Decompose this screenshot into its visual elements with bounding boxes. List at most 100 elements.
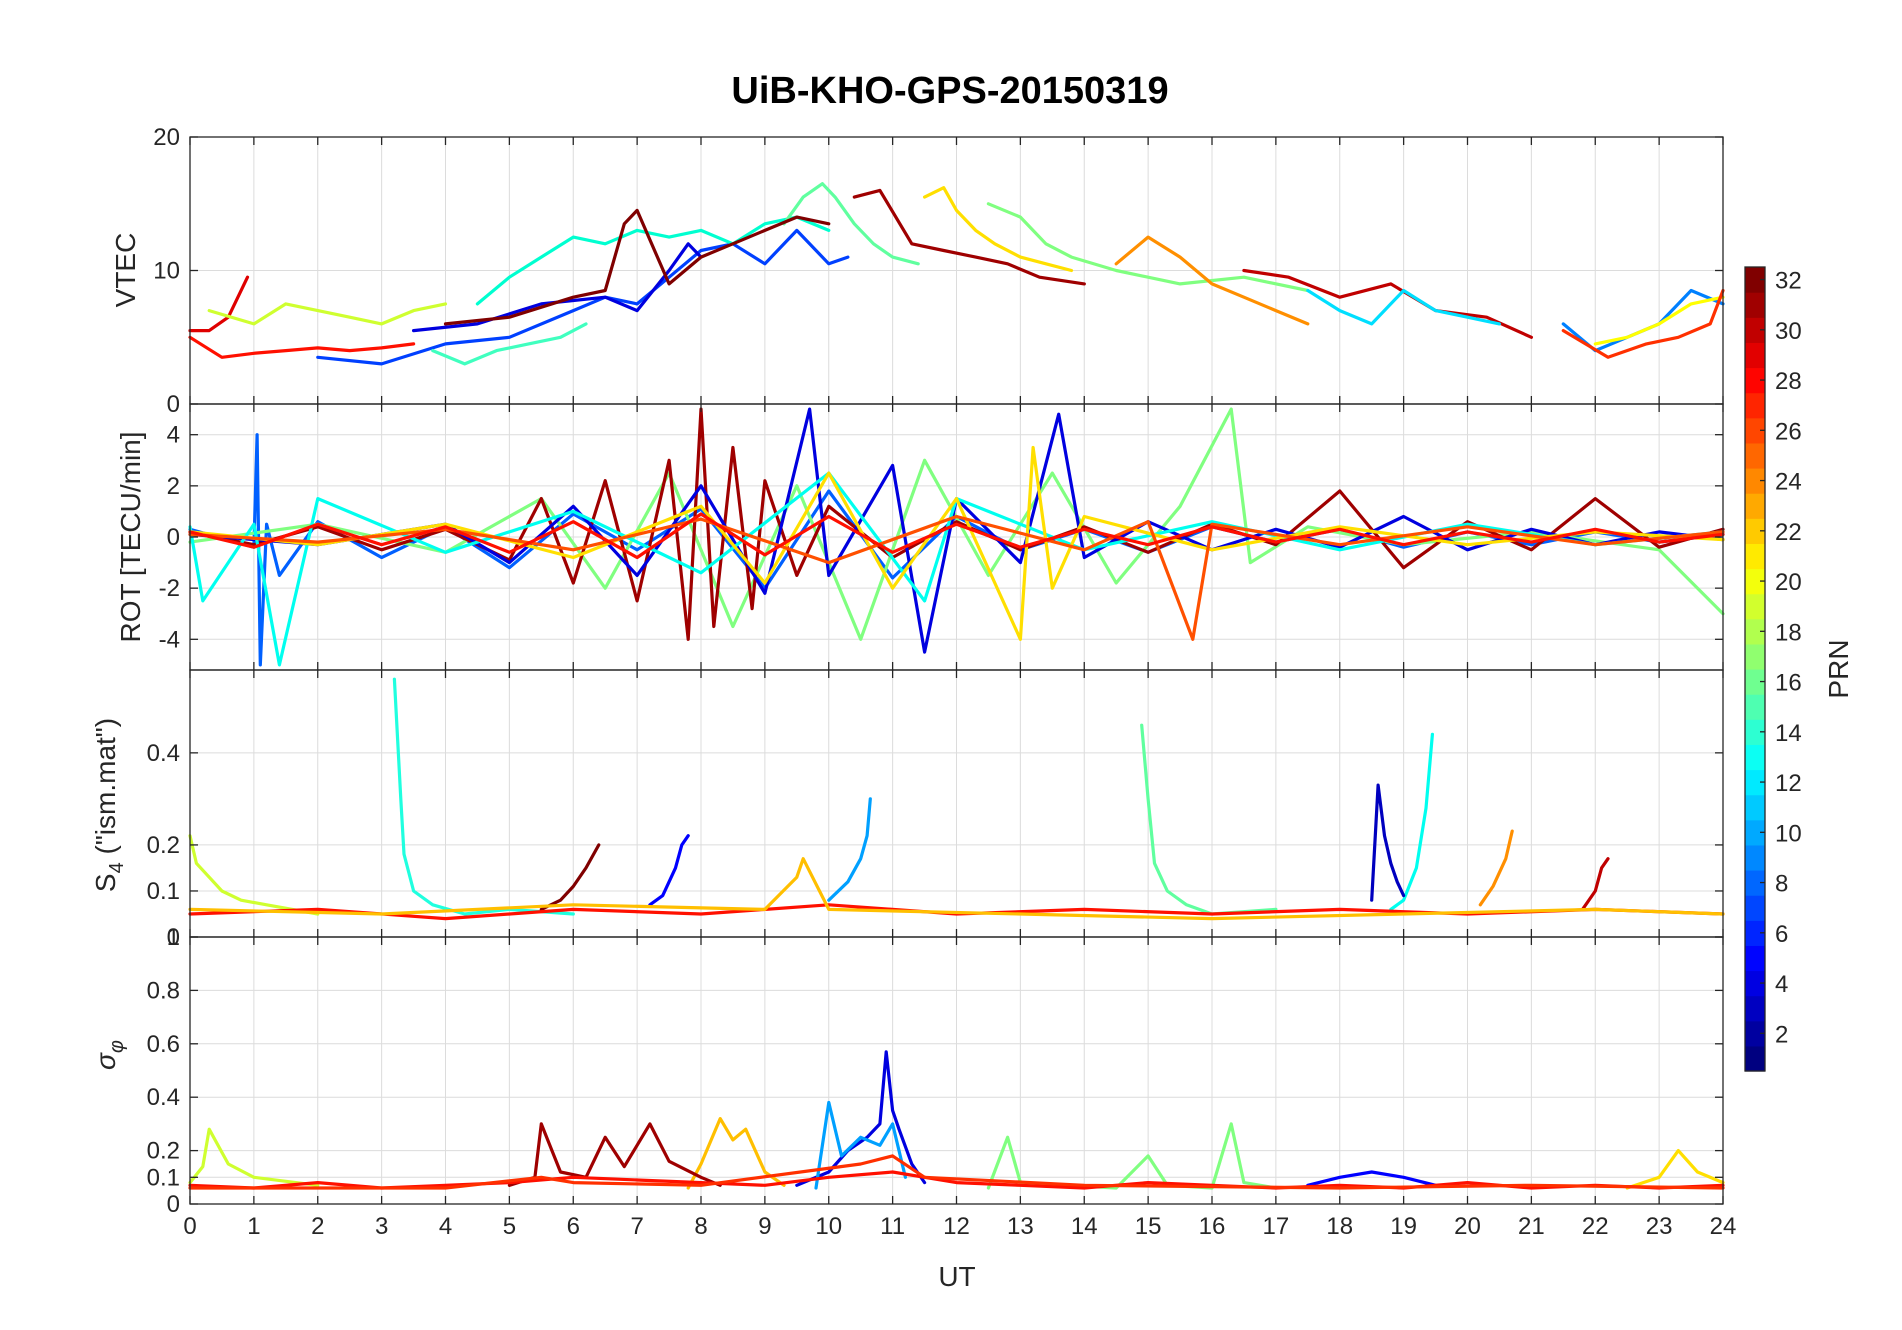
y-tick-label: 20 bbox=[153, 124, 180, 151]
colorbar-band bbox=[1745, 920, 1765, 946]
rot-panel: -4 -2 0 2 4 ROT [TECU/min] bbox=[115, 403, 1725, 671]
vtec-axis-label: VTEC bbox=[110, 233, 141, 308]
rot-axis-label: ROT [TECU/min] bbox=[115, 431, 146, 642]
y-tick-label: 0.1 bbox=[147, 1164, 180, 1191]
colorbar-tick-label: 18 bbox=[1775, 619, 1802, 646]
colorbar-label: PRN bbox=[1823, 639, 1854, 698]
colorbar-band bbox=[1745, 794, 1765, 821]
s4-axis-label: S4 ("ism.mat") bbox=[90, 718, 128, 892]
x-tick-label: 12 bbox=[943, 1213, 970, 1240]
y-tick-label: -2 bbox=[159, 575, 180, 602]
colorbar-band bbox=[1745, 895, 1765, 921]
colorbar-band bbox=[1745, 618, 1765, 645]
y-tick-label: 0 bbox=[167, 1191, 180, 1218]
series-prn-1 bbox=[1370, 783, 1406, 902]
colorbar-tick-label: 2 bbox=[1775, 1021, 1788, 1048]
series-prn-2 bbox=[795, 1050, 927, 1187]
x-axis-label: UT bbox=[938, 1261, 975, 1292]
colorbar-band bbox=[1745, 568, 1765, 595]
series-prn-32 bbox=[443, 208, 831, 326]
series-prn-17 bbox=[986, 202, 1310, 293]
series-prn-13 bbox=[475, 215, 831, 306]
colorbar-band bbox=[1745, 945, 1765, 972]
x-tick-label: 11 bbox=[880, 1213, 905, 1240]
colorbar-band bbox=[1745, 1020, 1765, 1047]
series-prn-14 bbox=[392, 677, 575, 916]
colorbar-band bbox=[1745, 367, 1765, 394]
sigma-phi-panel: 00.10.20.40.60.81 σφ bbox=[90, 924, 1725, 1218]
colorbar-tick-label: 16 bbox=[1775, 670, 1802, 697]
series-prn-9 bbox=[827, 797, 872, 902]
y-tick-label: 4 bbox=[167, 422, 180, 449]
colorbar-tick-label: 14 bbox=[1775, 720, 1802, 747]
x-tick-label: 1 bbox=[247, 1213, 260, 1240]
x-tick-label: 4 bbox=[439, 1213, 452, 1240]
series-prn-16 bbox=[782, 182, 920, 266]
series-prn-27 bbox=[1561, 288, 1725, 359]
colorbar-band bbox=[1745, 417, 1765, 444]
x-tick-label: 21 bbox=[1518, 1213, 1545, 1240]
series-prn-22 bbox=[188, 857, 1725, 921]
series-prn-3 bbox=[648, 834, 690, 907]
series-prn-22 bbox=[686, 1116, 786, 1190]
series-prn-18 bbox=[188, 834, 320, 916]
colorbar-band bbox=[1745, 844, 1765, 871]
y-tick-label: 0.1 bbox=[147, 878, 180, 905]
colorbar-tick-label: 28 bbox=[1775, 368, 1802, 395]
chart-title: UiB-KHO-GPS-20150319 bbox=[731, 70, 1168, 112]
series-prn-31 bbox=[852, 188, 1086, 286]
x-tick-label: 6 bbox=[567, 1213, 580, 1240]
x-axis-tick-labels: 0 1 2 3 4 5 6 7 8 9 10 11 12 13 14 15 16 17 18 19 20 21 22 23 24 bbox=[183, 1213, 1736, 1240]
series-prn-30 bbox=[1242, 268, 1534, 339]
colorbar-tick-label: 26 bbox=[1775, 418, 1802, 445]
y-tick-label: 0.8 bbox=[147, 977, 180, 1004]
colorbar-band bbox=[1745, 493, 1765, 519]
series-prn-18 bbox=[188, 1127, 320, 1187]
colorbar-band bbox=[1745, 819, 1765, 846]
series-prn-31 bbox=[507, 1122, 722, 1187]
x-tick-label: 15 bbox=[1135, 1213, 1162, 1240]
series-prn-27 bbox=[188, 1154, 1725, 1190]
series-prn-12 bbox=[1389, 732, 1435, 912]
colorbar-band bbox=[1745, 392, 1765, 419]
series-prn-11 bbox=[1306, 288, 1502, 326]
colorbar-tick-label: 30 bbox=[1775, 318, 1802, 345]
x-tick-label: 0 bbox=[183, 1213, 196, 1240]
x-tick-label: 22 bbox=[1582, 1213, 1609, 1240]
series-prn-28 bbox=[188, 1170, 1725, 1190]
y-tick-label: 0 bbox=[167, 924, 180, 951]
colorbar-tick-label: 24 bbox=[1775, 469, 1802, 496]
sigma-phi-axis-label: σφ bbox=[90, 1040, 128, 1070]
x-tick-label: 20 bbox=[1454, 1213, 1481, 1240]
x-tick-label: 13 bbox=[1007, 1213, 1034, 1240]
y-tick-label: -4 bbox=[159, 626, 180, 653]
series-prn-28 bbox=[188, 335, 416, 359]
colorbar-band bbox=[1745, 870, 1765, 896]
x-tick-label: 3 bbox=[375, 1213, 388, 1240]
colorbar-band bbox=[1745, 543, 1765, 570]
x-tick-label: 18 bbox=[1326, 1213, 1353, 1240]
colorbar-band bbox=[1745, 518, 1765, 544]
colorbar-tick-label: 10 bbox=[1775, 820, 1802, 847]
colorbar-band bbox=[1745, 267, 1765, 293]
colorbar-tick-label: 4 bbox=[1775, 971, 1788, 998]
series-prn-17 bbox=[986, 1122, 1278, 1190]
x-tick-label: 17 bbox=[1263, 1213, 1290, 1240]
colorbar-band bbox=[1745, 442, 1765, 469]
colorbar-band bbox=[1745, 995, 1765, 1022]
series-prn-18 bbox=[207, 302, 448, 326]
series-prn-21 bbox=[922, 186, 1074, 273]
series-prn-28 bbox=[188, 512, 1725, 560]
x-tick-label: 7 bbox=[630, 1213, 643, 1240]
colorbar-tick-label: 20 bbox=[1775, 569, 1802, 596]
x-tick-label: 9 bbox=[758, 1213, 771, 1240]
y-tick-label: 0.2 bbox=[147, 1138, 180, 1165]
colorbar-band bbox=[1745, 970, 1765, 997]
colorbar-band bbox=[1745, 694, 1765, 720]
y-tick-label: 2 bbox=[167, 473, 180, 500]
x-tick-label: 23 bbox=[1646, 1213, 1673, 1240]
series-prn-32 bbox=[539, 843, 601, 912]
series-prn-24 bbox=[1114, 235, 1310, 326]
y-tick-label: 0.6 bbox=[147, 1031, 180, 1058]
